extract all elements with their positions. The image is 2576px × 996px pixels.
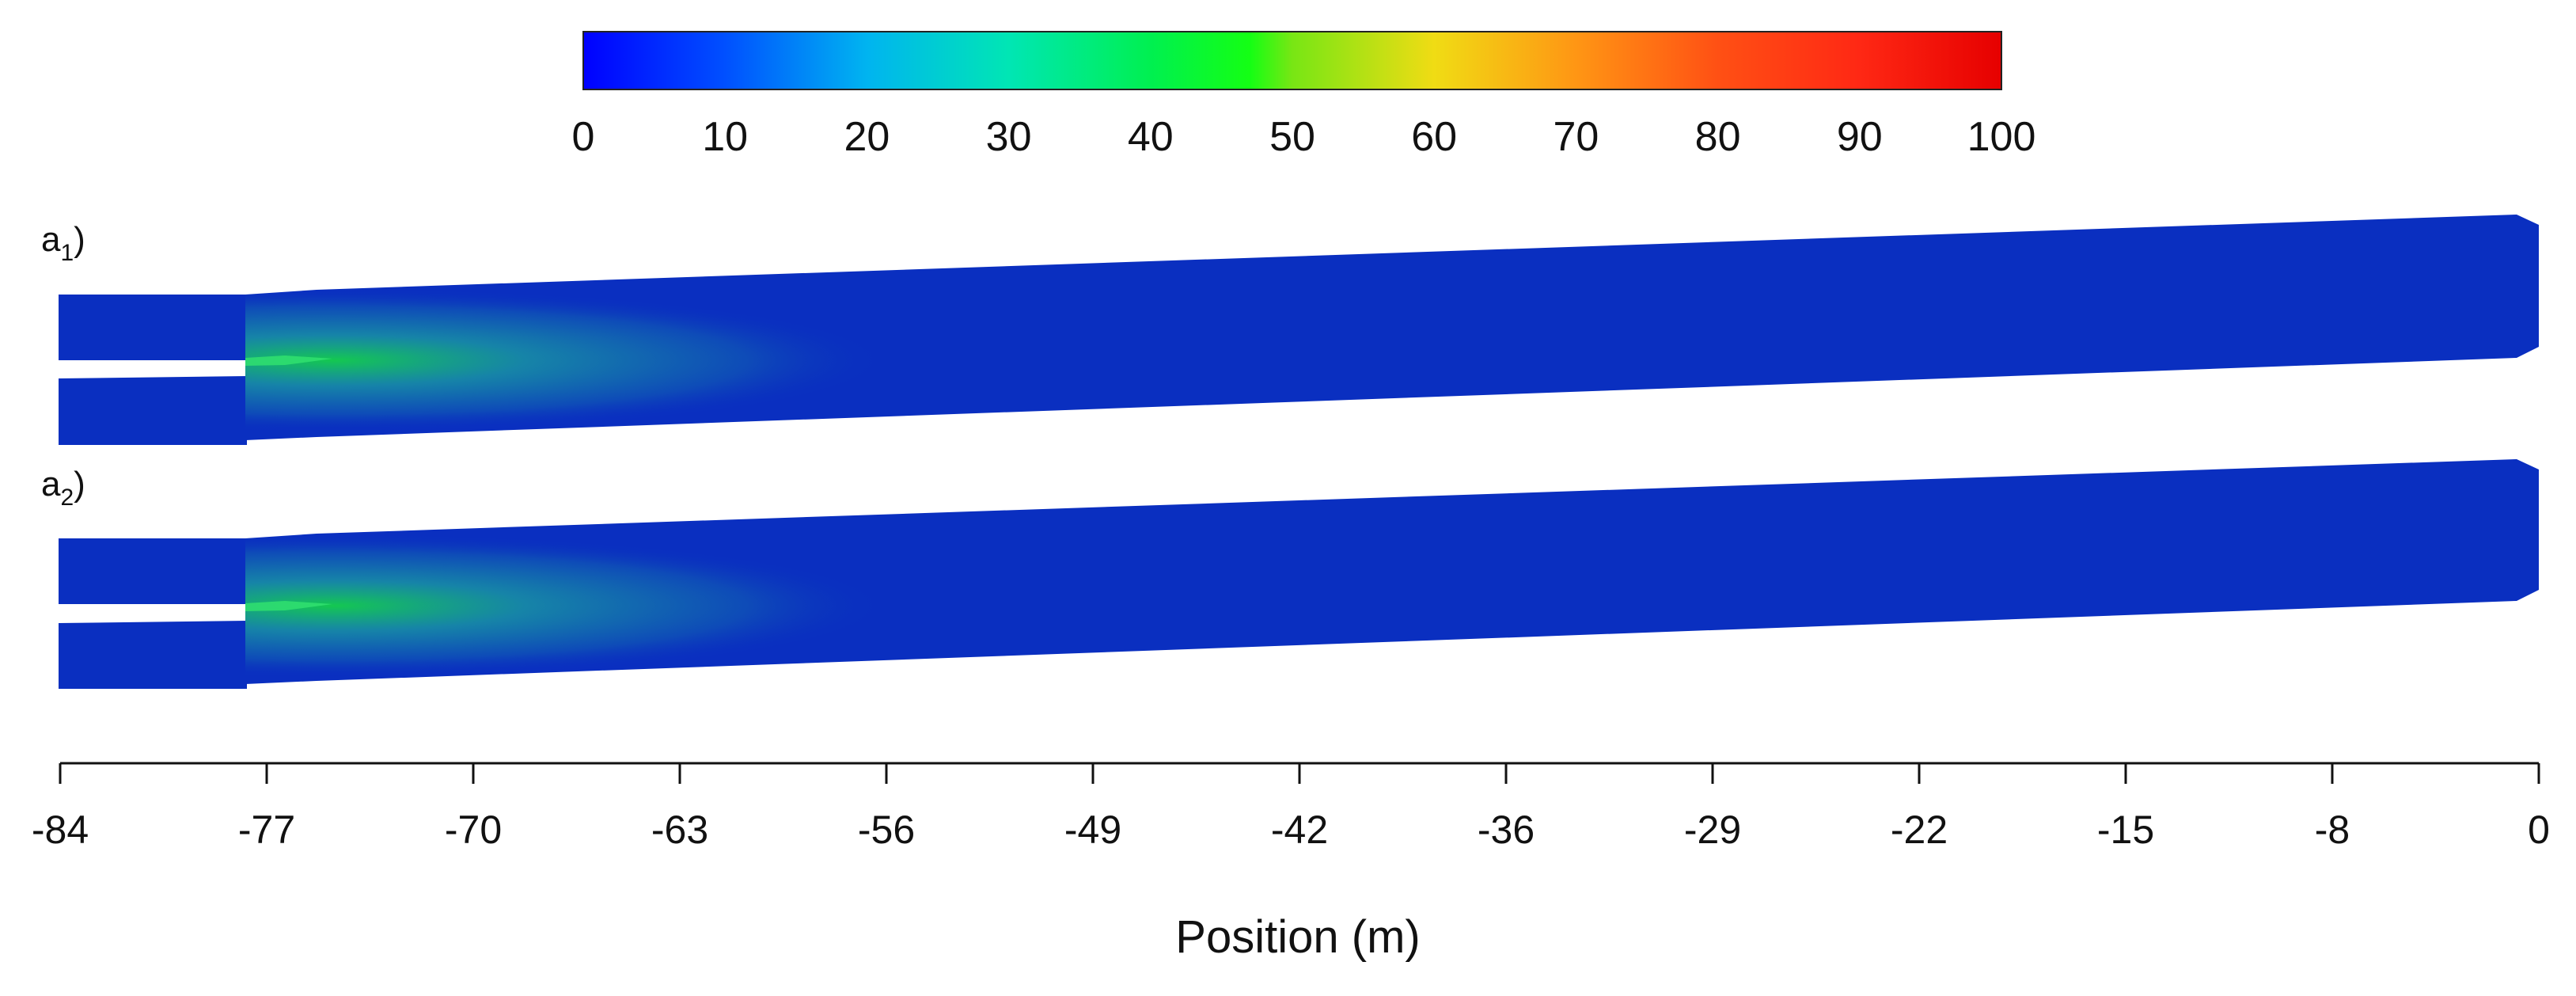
panel-label-a2: a2) [41, 465, 85, 511]
axis-tick-label: -84 [32, 808, 89, 852]
colorbar-gradient [582, 31, 2002, 90]
inlet-duct-lower-a2 [59, 621, 247, 689]
position-axis: -84 -77 -70 -63 -56 -49 -42 -36 -29 -22 -15 -8 0 Pos… [32, 762, 2550, 963]
colorbar-tick-label: 90 [1837, 114, 1883, 160]
axis-tick-label: -56 [858, 808, 915, 852]
axis-tick-label: -36 [1478, 808, 1535, 852]
colorbar-tick-label: 10 [702, 114, 748, 160]
colorbar: 0 10 20 30 40 50 60 70 80 90 100 [572, 31, 2036, 160]
colorbar-tick-label: 0 [572, 114, 595, 160]
colorbar-tick-label: 20 [844, 114, 890, 160]
colorbar-ticks: 0 10 20 30 40 50 60 70 80 90 100 [572, 114, 2036, 160]
main-duct-a1 [245, 215, 2539, 440]
main-duct-a2 [245, 459, 2539, 684]
axis-tick-label: -77 [238, 808, 295, 852]
colorbar-tick-label: 60 [1411, 114, 1457, 160]
axis-tick-label: -15 [2097, 808, 2154, 852]
colorbar-tick-label: 70 [1553, 114, 1599, 160]
nozzle-jet-a2 [245, 601, 332, 611]
colorbar-tick-label: 30 [986, 114, 1032, 160]
axis-ticks: -84 -77 -70 -63 -56 -49 -42 -36 -29 -22 -15 -8 0 [32, 763, 2550, 852]
colorbar-tick-label: 50 [1269, 114, 1315, 160]
axis-tick-label: -29 [1684, 808, 1741, 852]
inlet-duct-upper-a1 [59, 295, 247, 360]
inlet-duct-lower-a1 [59, 376, 247, 445]
panel-label-a1: a1) [41, 220, 85, 266]
panel-a1: a1) [41, 215, 2539, 445]
colorbar-tick-label: 80 [1695, 114, 1741, 160]
axis-tick-label: -70 [445, 808, 502, 852]
axis-label: Position (m) [1175, 911, 1420, 963]
axis-tick-label: -42 [1271, 808, 1328, 852]
colorbar-tick-label: 40 [1128, 114, 1174, 160]
axis-tick-label: -63 [651, 808, 708, 852]
panel-a2: a2) [41, 459, 2539, 689]
colorbar-tick-label: 100 [1967, 114, 2036, 160]
axis-tick-label: -49 [1064, 808, 1121, 852]
axis-tick-label: -22 [1891, 808, 1948, 852]
nozzle-jet-a1 [245, 355, 332, 366]
axis-tick-label: 0 [2528, 808, 2550, 852]
axis-tick-label: -8 [2315, 808, 2350, 852]
inlet-duct-upper-a2 [59, 538, 247, 604]
